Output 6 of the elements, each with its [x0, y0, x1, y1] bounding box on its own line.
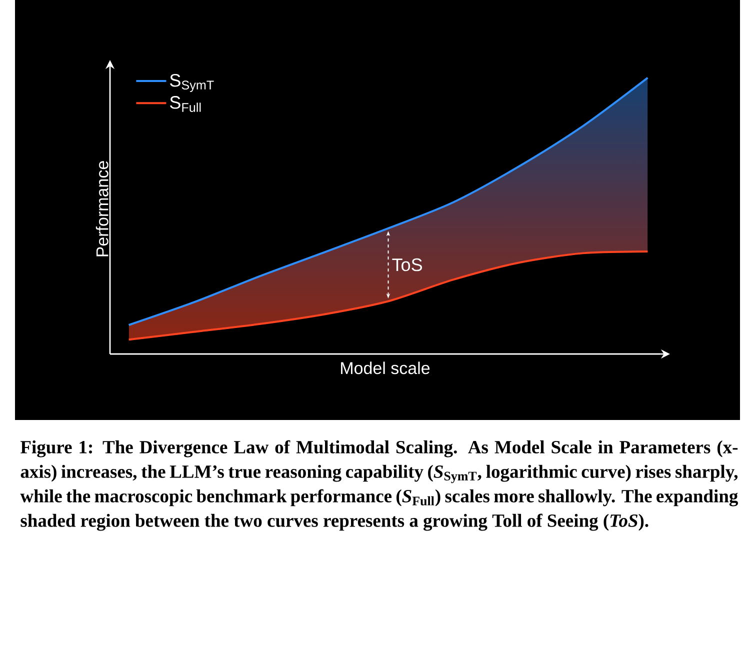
y-axis-title: Performance — [96, 161, 108, 256]
annotation: ToS — [392, 258, 422, 272]
text: Figure 1: The Divergence Law of Multimodal Scaling. As Model Scale in Parameters (x-axis) increases, the LLM’s true reasoning capability (S$_{SymT}$, logarithmic curve) rises sharply, while the macroscopic benchmark performance (S$_{Full}$) scales more shallowly. The expanding shaded region between the two curves represents a growing Toll of Seeing (ToS). — [20, 440, 738, 531]
legend-label: S$_{SymT}$ — [170, 74, 214, 92]
legend-label: S$_{Full}$ — [170, 96, 201, 112]
x-axis-title: Model scale — [341, 362, 430, 374]
